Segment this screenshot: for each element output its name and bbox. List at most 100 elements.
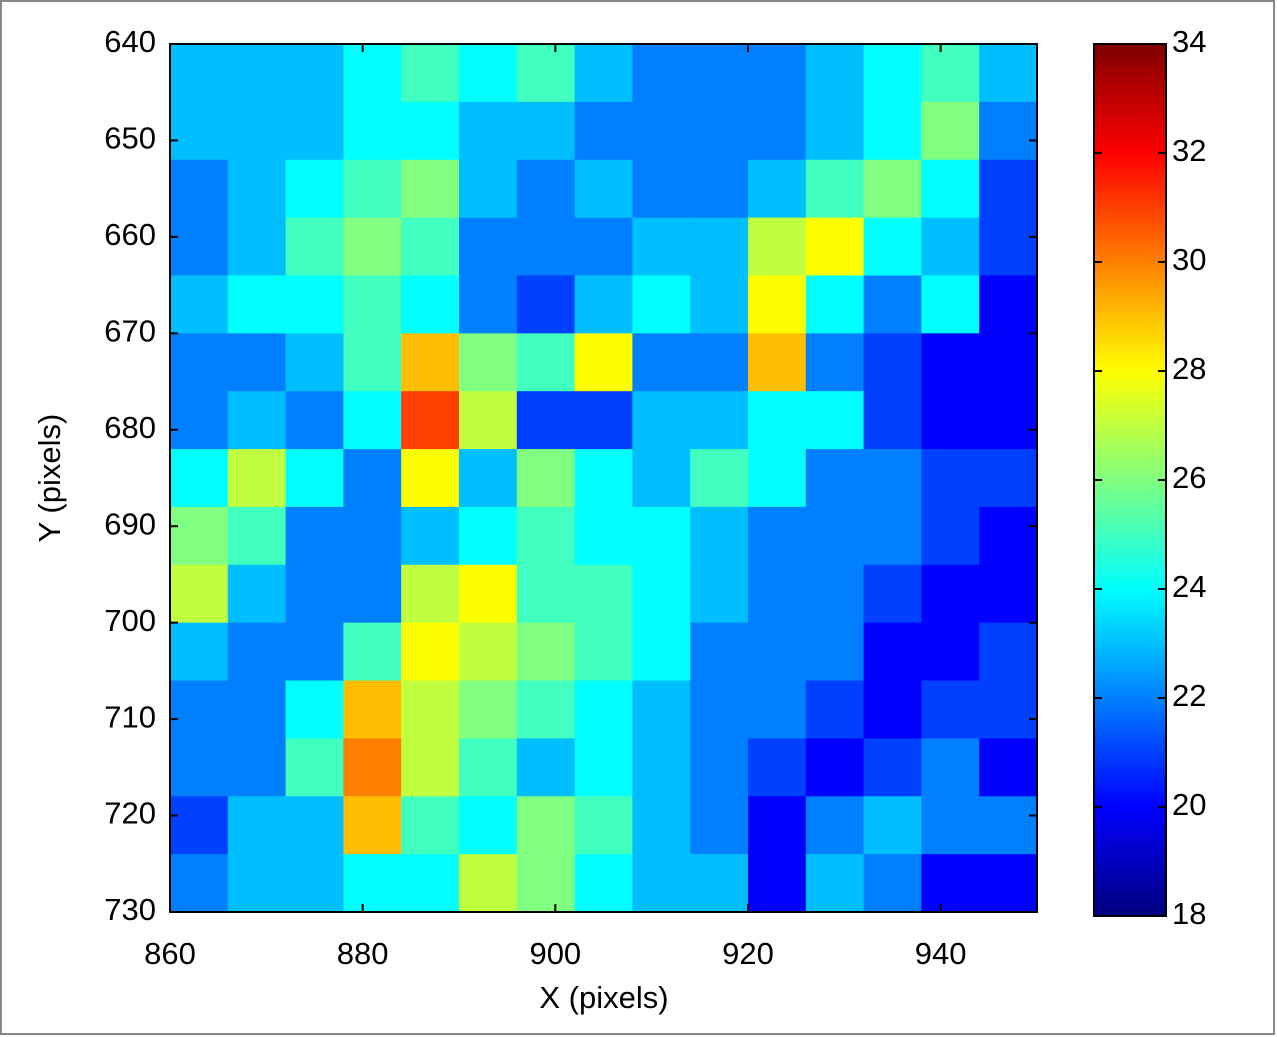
heatmap-cell bbox=[921, 796, 980, 855]
heatmap-cell bbox=[979, 159, 1038, 219]
heatmap-cell bbox=[227, 217, 287, 276]
heatmap-cell bbox=[690, 217, 749, 276]
heatmap-cell bbox=[805, 738, 865, 797]
heatmap-cell bbox=[632, 391, 691, 450]
heatmap-cell bbox=[574, 854, 633, 913]
heatmap-cell bbox=[921, 391, 980, 450]
heatmap-cell bbox=[574, 101, 633, 161]
heatmap-cell bbox=[285, 217, 344, 276]
x-axis-label: X (pixels) bbox=[539, 980, 668, 1015]
heatmap-cell bbox=[921, 275, 980, 334]
heatmap-cell bbox=[574, 391, 633, 450]
heatmap-cell bbox=[979, 333, 1038, 392]
heatmap-cell bbox=[285, 449, 344, 508]
colorbar-tick-label: 32 bbox=[1172, 133, 1206, 168]
heatmap-cell bbox=[401, 159, 460, 219]
heatmap-cell bbox=[170, 854, 229, 913]
heatmap-cell bbox=[459, 275, 518, 334]
heatmap-cell bbox=[863, 333, 922, 392]
heatmap-cell bbox=[459, 622, 518, 682]
heatmap-cell bbox=[170, 275, 229, 334]
heatmap-cell bbox=[170, 622, 229, 682]
heatmap-cell bbox=[343, 506, 402, 566]
y-tick-label: 710 bbox=[104, 699, 156, 734]
heatmap-cell bbox=[285, 622, 344, 682]
heatmap-cell bbox=[516, 854, 576, 913]
heatmap-cell bbox=[170, 738, 229, 797]
heatmap-cell bbox=[632, 796, 691, 855]
heatmap-cell bbox=[863, 738, 922, 797]
heatmap-cell bbox=[805, 101, 865, 161]
heatmap-cell bbox=[748, 738, 807, 797]
heatmap-cell bbox=[227, 564, 287, 624]
heatmap-cell bbox=[805, 564, 865, 624]
plot-frame bbox=[169, 43, 1038, 913]
heatmap-cell bbox=[632, 333, 691, 392]
heatmap-cell bbox=[863, 564, 922, 624]
heatmap-cell bbox=[227, 680, 287, 739]
heatmap-cell bbox=[632, 449, 691, 508]
heatmap-cell bbox=[516, 44, 576, 103]
heatmap-cell bbox=[979, 564, 1038, 624]
heatmap-cell bbox=[343, 101, 402, 161]
heatmap-cell bbox=[170, 217, 229, 276]
y-tick-label: 720 bbox=[104, 796, 156, 831]
heatmap-cell bbox=[401, 217, 460, 276]
y-tick-label: 640 bbox=[104, 24, 156, 59]
y-tick-label: 700 bbox=[104, 603, 156, 638]
heatmap-cell bbox=[921, 622, 980, 682]
x-tick-label: 940 bbox=[915, 936, 967, 971]
heatmap-cell bbox=[459, 333, 518, 392]
heatmap-cell bbox=[690, 391, 749, 450]
heatmap-cell bbox=[516, 738, 576, 797]
y-axis-label: Y (pixels) bbox=[32, 414, 67, 543]
heatmap-cell bbox=[574, 275, 633, 334]
heatmap-cell bbox=[690, 622, 749, 682]
heatmap-cell bbox=[516, 275, 576, 334]
heatmap-cell bbox=[343, 275, 402, 334]
heatmap-cell bbox=[632, 680, 691, 739]
heatmap-cell bbox=[748, 506, 807, 566]
heatmap-cell bbox=[227, 44, 287, 103]
heatmap-cell bbox=[227, 333, 287, 392]
heatmap-cell bbox=[690, 101, 749, 161]
heatmap-cell bbox=[459, 44, 518, 103]
heatmap-cell bbox=[227, 159, 287, 219]
y-tick-label: 730 bbox=[104, 892, 156, 927]
heatmap-cell bbox=[921, 159, 980, 219]
heatmap-cell bbox=[748, 680, 807, 739]
colorbar bbox=[1093, 43, 1167, 917]
heatmap-cell bbox=[459, 391, 518, 450]
heatmap-cell bbox=[459, 796, 518, 855]
heatmap-cell bbox=[748, 854, 807, 913]
heatmap-cell bbox=[343, 333, 402, 392]
x-tick-label: 880 bbox=[337, 936, 389, 971]
heatmap-cell bbox=[227, 506, 287, 566]
heatmap-cell bbox=[748, 391, 807, 450]
heatmap-cell bbox=[690, 738, 749, 797]
heatmap-cell bbox=[979, 738, 1038, 797]
heatmap-cell bbox=[459, 680, 518, 739]
heatmap-cell bbox=[979, 217, 1038, 276]
heatmap-cell bbox=[170, 564, 229, 624]
heatmap-cell bbox=[863, 159, 922, 219]
colorbar-tick-label: 20 bbox=[1172, 787, 1206, 822]
heatmap-cell bbox=[170, 333, 229, 392]
heatmap-cell bbox=[805, 159, 865, 219]
heatmap-cell bbox=[574, 680, 633, 739]
colorbar-tick-label: 30 bbox=[1172, 242, 1206, 277]
heatmap-cell bbox=[690, 44, 749, 103]
heatmap-cell bbox=[690, 680, 749, 739]
heatmap-cell bbox=[690, 159, 749, 219]
heatmap-cell bbox=[285, 854, 344, 913]
heatmap-cell bbox=[748, 217, 807, 276]
heatmap-cell bbox=[863, 449, 922, 508]
heatmap-cell bbox=[516, 680, 576, 739]
heatmap-cell bbox=[863, 680, 922, 739]
heatmap-cell bbox=[285, 796, 344, 855]
heatmap-cell bbox=[574, 44, 633, 103]
heatmap-cell bbox=[979, 44, 1038, 103]
heatmap-cell bbox=[690, 506, 749, 566]
heatmap-cell bbox=[863, 275, 922, 334]
